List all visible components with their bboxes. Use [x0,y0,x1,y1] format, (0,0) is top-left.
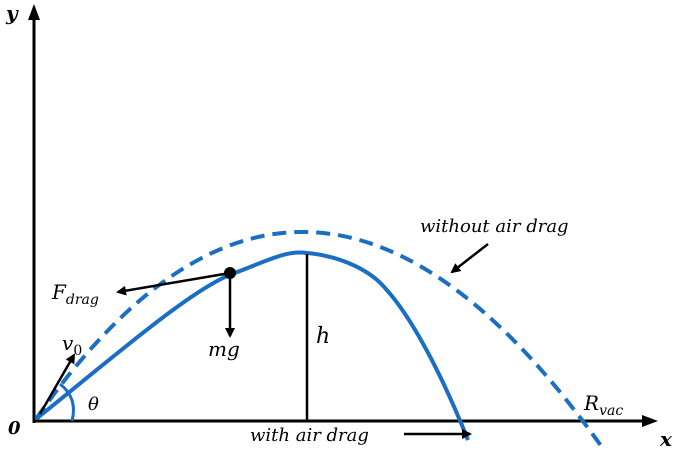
drag-force-symbol: F [51,280,67,304]
drag-force-subscript: drag [66,292,99,308]
launch-angle-arc [59,382,75,422]
velocity-subscript: 0 [73,343,82,359]
y-axis-label: y [5,1,19,25]
velocity-label: v0 [62,331,82,359]
drag-force-arrow [116,271,231,296]
range-symbol: R [583,391,599,415]
weight-label: mg [208,337,240,361]
origin-label: 0 [8,418,21,439]
drag-force-label: Fdrag [51,280,99,308]
trajectory-without-drag [34,230,606,452]
trajectory-with-drag [34,250,470,441]
x-axis-arrowhead [642,415,658,427]
velocity-symbol: v [62,331,74,355]
range-subscript: vac [599,403,623,419]
with-drag-label: with air drag [250,425,369,446]
angle-label: θ [88,394,99,415]
range-label: Rvac [583,391,623,419]
height-label: h [316,324,330,349]
without-drag-label: without air drag [420,216,569,237]
initial-velocity-arrow [38,353,76,415]
x-axis-label: x [659,427,673,451]
y-axis-arrowhead [28,4,40,20]
without-drag-pointer-arrow [450,243,489,274]
